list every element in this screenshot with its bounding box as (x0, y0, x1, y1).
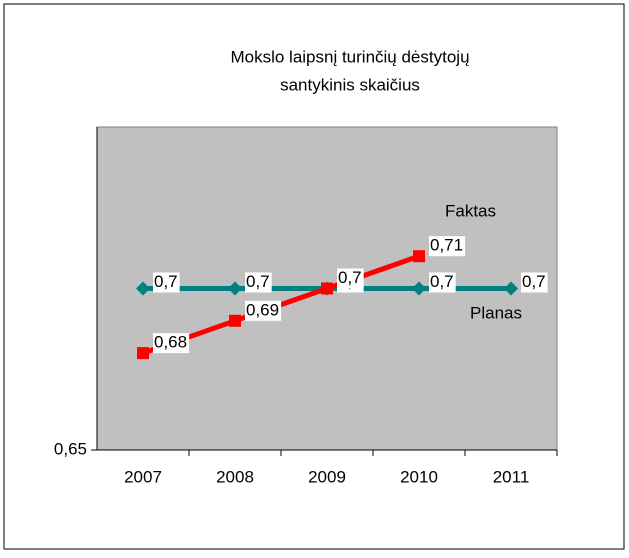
data-label-box (429, 272, 456, 293)
x-tick-label: 2008 (216, 467, 254, 486)
data-label: 0,7 (430, 272, 454, 291)
marker (321, 282, 333, 295)
data-label: 0,71 (430, 236, 463, 255)
data-label: 0,7 (338, 268, 362, 287)
x-tick-label: 2011 (493, 467, 530, 486)
marker (413, 250, 425, 263)
data-label-box (153, 333, 190, 354)
marker (228, 281, 242, 296)
data-label-box (245, 300, 282, 321)
data-label: 0,7 (522, 272, 546, 291)
x-tick-label: 2007 (124, 467, 162, 486)
data-label: 0,7 (154, 272, 178, 291)
data-label-box (521, 272, 548, 293)
data-label: 0,7 (246, 272, 270, 291)
y-tick-label: 0,65 (54, 439, 87, 458)
series-name: Faktas (445, 201, 496, 220)
marker (412, 281, 426, 296)
marker (229, 314, 241, 327)
chart-title: santykinis skaičius (280, 75, 420, 94)
marker (504, 281, 518, 296)
data-label-box (245, 272, 272, 293)
data-label-box (337, 268, 364, 289)
data-label: 0,68 (154, 333, 187, 352)
data-label-box (153, 272, 180, 293)
data-label-box (429, 236, 466, 257)
marker (136, 281, 150, 296)
x-tick-label: 2010 (400, 467, 438, 486)
chart-title: Mokslo laipsnį turinčių dėstytojų (230, 47, 469, 66)
x-tick-label: 2009 (308, 467, 346, 486)
data-label: 0,69 (246, 300, 279, 319)
marker (137, 347, 149, 360)
series-name: Planas (470, 303, 522, 322)
